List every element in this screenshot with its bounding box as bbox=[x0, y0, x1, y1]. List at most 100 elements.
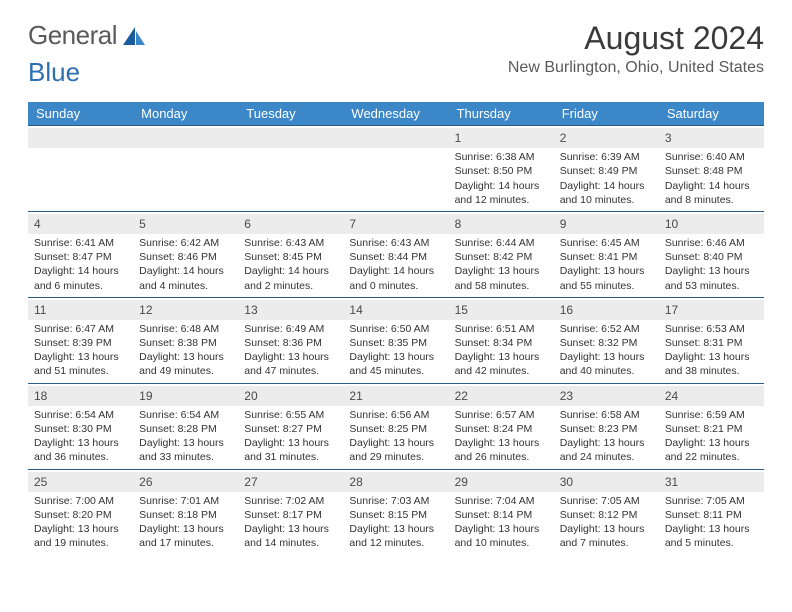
day-number: 15 bbox=[449, 300, 554, 320]
day-cell: 21Sunrise: 6:56 AM Sunset: 8:25 PM Dayli… bbox=[343, 384, 448, 469]
day-cell: 13Sunrise: 6:49 AM Sunset: 8:36 PM Dayli… bbox=[238, 298, 343, 383]
calendar: Sunday Monday Tuesday Wednesday Thursday… bbox=[28, 102, 764, 554]
day-cell: 2Sunrise: 6:39 AM Sunset: 8:49 PM Daylig… bbox=[554, 126, 659, 211]
day-detail: Sunrise: 6:50 AM Sunset: 8:35 PM Dayligh… bbox=[349, 322, 442, 379]
day-number bbox=[28, 128, 133, 148]
day-number: 31 bbox=[659, 472, 764, 492]
day-number: 29 bbox=[449, 472, 554, 492]
day-detail: Sunrise: 6:38 AM Sunset: 8:50 PM Dayligh… bbox=[455, 150, 548, 207]
day-number: 5 bbox=[133, 214, 238, 234]
day-detail: Sunrise: 6:44 AM Sunset: 8:42 PM Dayligh… bbox=[455, 236, 548, 293]
day-cell: 31Sunrise: 7:05 AM Sunset: 8:11 PM Dayli… bbox=[659, 470, 764, 555]
day-number: 11 bbox=[28, 300, 133, 320]
day-cell: 17Sunrise: 6:53 AM Sunset: 8:31 PM Dayli… bbox=[659, 298, 764, 383]
dow-tue: Tuesday bbox=[238, 102, 343, 125]
day-cell: 20Sunrise: 6:55 AM Sunset: 8:27 PM Dayli… bbox=[238, 384, 343, 469]
day-detail: Sunrise: 6:49 AM Sunset: 8:36 PM Dayligh… bbox=[244, 322, 337, 379]
day-number: 26 bbox=[133, 472, 238, 492]
day-number bbox=[133, 128, 238, 148]
day-cell: 28Sunrise: 7:03 AM Sunset: 8:15 PM Dayli… bbox=[343, 470, 448, 555]
day-detail: Sunrise: 6:46 AM Sunset: 8:40 PM Dayligh… bbox=[665, 236, 758, 293]
day-detail: Sunrise: 6:43 AM Sunset: 8:44 PM Dayligh… bbox=[349, 236, 442, 293]
day-number: 30 bbox=[554, 472, 659, 492]
dow-mon: Monday bbox=[133, 102, 238, 125]
day-number: 9 bbox=[554, 214, 659, 234]
day-number: 23 bbox=[554, 386, 659, 406]
day-detail: Sunrise: 7:05 AM Sunset: 8:12 PM Dayligh… bbox=[560, 494, 653, 551]
day-number bbox=[238, 128, 343, 148]
day-cell: 23Sunrise: 6:58 AM Sunset: 8:23 PM Dayli… bbox=[554, 384, 659, 469]
day-cell: 14Sunrise: 6:50 AM Sunset: 8:35 PM Dayli… bbox=[343, 298, 448, 383]
day-detail: Sunrise: 6:56 AM Sunset: 8:25 PM Dayligh… bbox=[349, 408, 442, 465]
day-detail: Sunrise: 7:01 AM Sunset: 8:18 PM Dayligh… bbox=[139, 494, 232, 551]
dow-sun: Sunday bbox=[28, 102, 133, 125]
day-number: 19 bbox=[133, 386, 238, 406]
day-number bbox=[343, 128, 448, 148]
day-cell bbox=[343, 126, 448, 211]
week-row: 11Sunrise: 6:47 AM Sunset: 8:39 PM Dayli… bbox=[28, 297, 764, 383]
day-number: 24 bbox=[659, 386, 764, 406]
logo-text-1: General bbox=[28, 20, 117, 51]
day-number: 2 bbox=[554, 128, 659, 148]
day-cell: 8Sunrise: 6:44 AM Sunset: 8:42 PM Daylig… bbox=[449, 212, 554, 297]
day-detail: Sunrise: 6:43 AM Sunset: 8:45 PM Dayligh… bbox=[244, 236, 337, 293]
day-detail: Sunrise: 6:54 AM Sunset: 8:30 PM Dayligh… bbox=[34, 408, 127, 465]
day-cell: 4Sunrise: 6:41 AM Sunset: 8:47 PM Daylig… bbox=[28, 212, 133, 297]
day-number: 22 bbox=[449, 386, 554, 406]
day-cell: 29Sunrise: 7:04 AM Sunset: 8:14 PM Dayli… bbox=[449, 470, 554, 555]
dow-thu: Thursday bbox=[449, 102, 554, 125]
sail-icon bbox=[121, 25, 147, 47]
day-number: 17 bbox=[659, 300, 764, 320]
day-number: 4 bbox=[28, 214, 133, 234]
day-cell: 12Sunrise: 6:48 AM Sunset: 8:38 PM Dayli… bbox=[133, 298, 238, 383]
day-number: 7 bbox=[343, 214, 448, 234]
day-detail: Sunrise: 6:45 AM Sunset: 8:41 PM Dayligh… bbox=[560, 236, 653, 293]
day-cell: 3Sunrise: 6:40 AM Sunset: 8:48 PM Daylig… bbox=[659, 126, 764, 211]
day-cell: 30Sunrise: 7:05 AM Sunset: 8:12 PM Dayli… bbox=[554, 470, 659, 555]
week-row: 25Sunrise: 7:00 AM Sunset: 8:20 PM Dayli… bbox=[28, 469, 764, 555]
day-detail: Sunrise: 7:03 AM Sunset: 8:15 PM Dayligh… bbox=[349, 494, 442, 551]
day-detail: Sunrise: 7:02 AM Sunset: 8:17 PM Dayligh… bbox=[244, 494, 337, 551]
day-number: 6 bbox=[238, 214, 343, 234]
dow-row: Sunday Monday Tuesday Wednesday Thursday… bbox=[28, 102, 764, 125]
day-number: 10 bbox=[659, 214, 764, 234]
dow-fri: Friday bbox=[554, 102, 659, 125]
day-cell: 5Sunrise: 6:42 AM Sunset: 8:46 PM Daylig… bbox=[133, 212, 238, 297]
week-row: 4Sunrise: 6:41 AM Sunset: 8:47 PM Daylig… bbox=[28, 211, 764, 297]
day-detail: Sunrise: 6:59 AM Sunset: 8:21 PM Dayligh… bbox=[665, 408, 758, 465]
month-title: August 2024 bbox=[508, 20, 764, 57]
day-cell bbox=[238, 126, 343, 211]
day-number: 28 bbox=[343, 472, 448, 492]
day-cell: 27Sunrise: 7:02 AM Sunset: 8:17 PM Dayli… bbox=[238, 470, 343, 555]
day-cell: 7Sunrise: 6:43 AM Sunset: 8:44 PM Daylig… bbox=[343, 212, 448, 297]
week-row: 1Sunrise: 6:38 AM Sunset: 8:50 PM Daylig… bbox=[28, 125, 764, 211]
day-detail: Sunrise: 6:40 AM Sunset: 8:48 PM Dayligh… bbox=[665, 150, 758, 207]
dow-wed: Wednesday bbox=[343, 102, 448, 125]
day-cell: 6Sunrise: 6:43 AM Sunset: 8:45 PM Daylig… bbox=[238, 212, 343, 297]
day-cell: 11Sunrise: 6:47 AM Sunset: 8:39 PM Dayli… bbox=[28, 298, 133, 383]
day-number: 3 bbox=[659, 128, 764, 148]
logo: General bbox=[28, 20, 147, 51]
day-detail: Sunrise: 6:52 AM Sunset: 8:32 PM Dayligh… bbox=[560, 322, 653, 379]
day-number: 27 bbox=[238, 472, 343, 492]
dow-sat: Saturday bbox=[659, 102, 764, 125]
day-detail: Sunrise: 6:39 AM Sunset: 8:49 PM Dayligh… bbox=[560, 150, 653, 207]
day-number: 16 bbox=[554, 300, 659, 320]
day-cell: 26Sunrise: 7:01 AM Sunset: 8:18 PM Dayli… bbox=[133, 470, 238, 555]
weeks-container: 1Sunrise: 6:38 AM Sunset: 8:50 PM Daylig… bbox=[28, 125, 764, 554]
day-cell: 24Sunrise: 6:59 AM Sunset: 8:21 PM Dayli… bbox=[659, 384, 764, 469]
day-detail: Sunrise: 6:47 AM Sunset: 8:39 PM Dayligh… bbox=[34, 322, 127, 379]
day-detail: Sunrise: 6:53 AM Sunset: 8:31 PM Dayligh… bbox=[665, 322, 758, 379]
day-detail: Sunrise: 6:48 AM Sunset: 8:38 PM Dayligh… bbox=[139, 322, 232, 379]
day-cell: 1Sunrise: 6:38 AM Sunset: 8:50 PM Daylig… bbox=[449, 126, 554, 211]
day-detail: Sunrise: 6:57 AM Sunset: 8:24 PM Dayligh… bbox=[455, 408, 548, 465]
day-cell bbox=[133, 126, 238, 211]
day-number: 14 bbox=[343, 300, 448, 320]
day-number: 18 bbox=[28, 386, 133, 406]
day-number: 20 bbox=[238, 386, 343, 406]
day-cell: 10Sunrise: 6:46 AM Sunset: 8:40 PM Dayli… bbox=[659, 212, 764, 297]
day-cell: 16Sunrise: 6:52 AM Sunset: 8:32 PM Dayli… bbox=[554, 298, 659, 383]
day-cell: 15Sunrise: 6:51 AM Sunset: 8:34 PM Dayli… bbox=[449, 298, 554, 383]
day-detail: Sunrise: 7:00 AM Sunset: 8:20 PM Dayligh… bbox=[34, 494, 127, 551]
day-cell: 18Sunrise: 6:54 AM Sunset: 8:30 PM Dayli… bbox=[28, 384, 133, 469]
